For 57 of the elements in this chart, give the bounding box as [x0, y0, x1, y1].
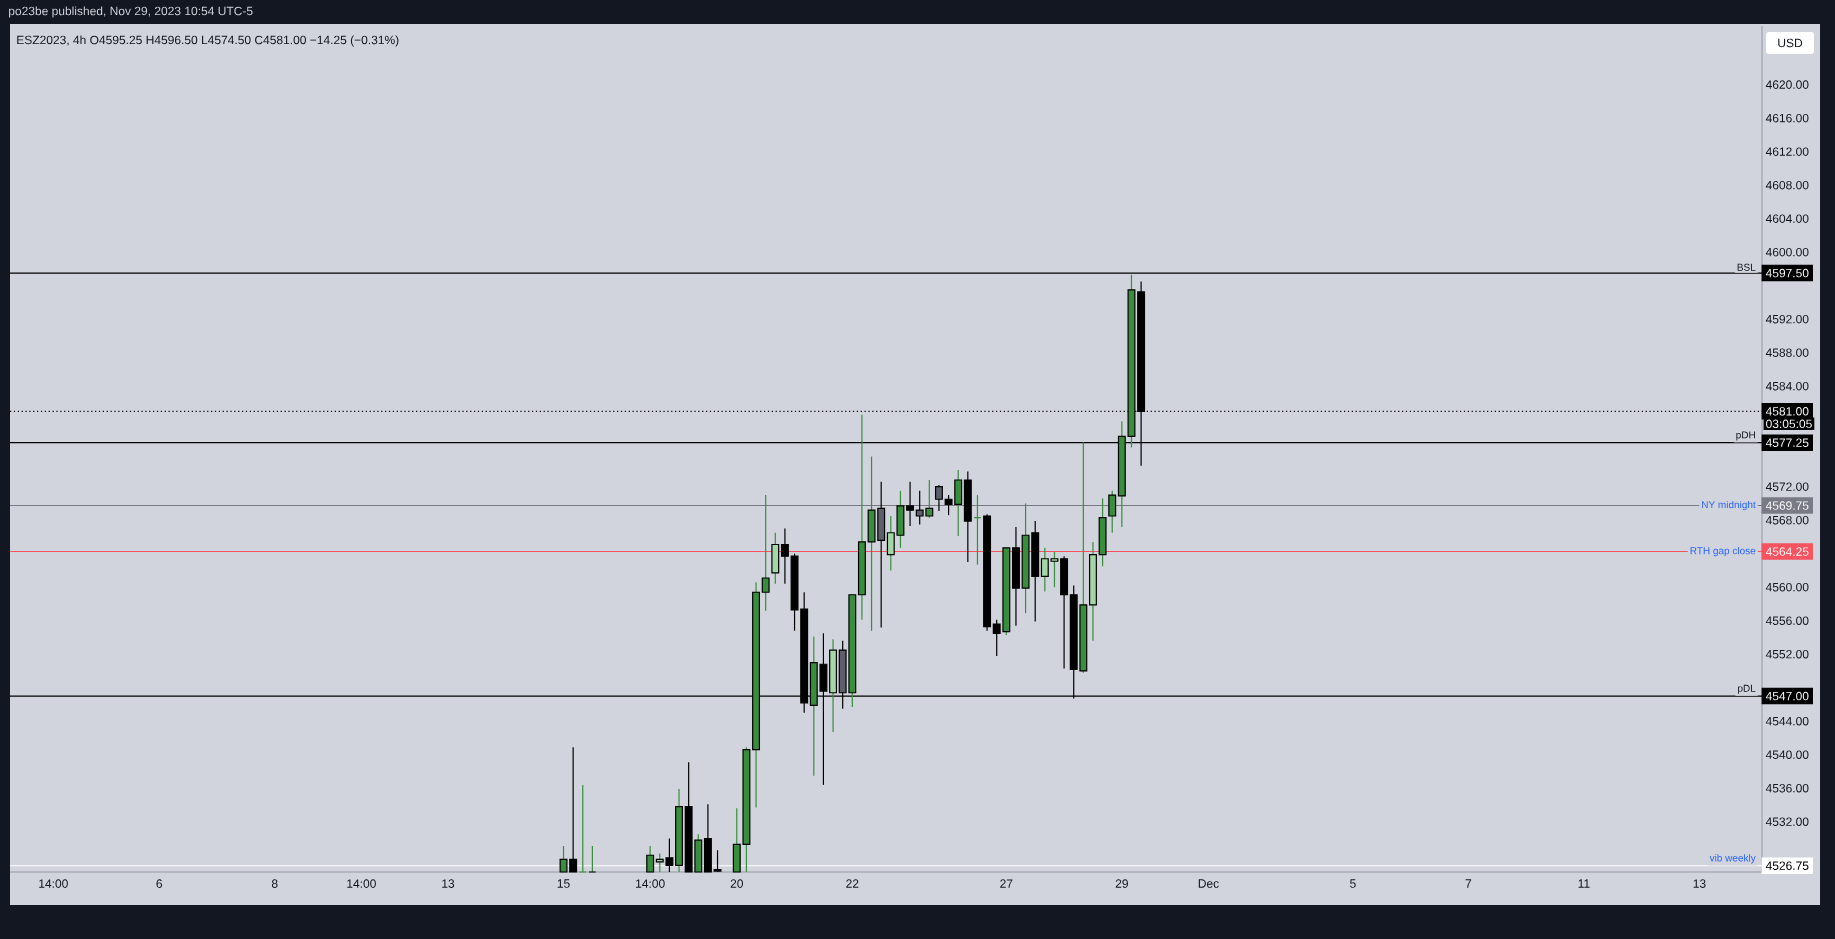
y-tick-label: 4568.00	[1765, 515, 1809, 525]
y-tick-label: 4560.00	[1765, 582, 1809, 592]
ref-line-label: NY midnight	[1702, 500, 1756, 511]
y-tick-label: 4581.00	[1765, 407, 1809, 416]
y-tick-label: 4556.00	[1765, 616, 1809, 625]
y-tick-label: 4616.00	[1765, 113, 1809, 123]
x-tick-label: Dec	[1198, 879, 1219, 888]
x-tick-label: 14:00	[636, 879, 665, 888]
y-tick-label: 4620.00	[1765, 80, 1809, 89]
y-tick-label: 4536.00	[1765, 783, 1809, 793]
candlestick	[934, 484, 943, 512]
text: ESZ2023, 4h O4595.25 H4596.50 L4574.50 C4581.00 −14.25 (−0.31%)	[17, 35, 399, 47]
x-tick-label: 14:00	[39, 879, 68, 888]
ref-line-label: BSL	[1737, 263, 1756, 271]
y-tick-label: 4577.25	[1765, 438, 1809, 447]
y-tick-label: 4597.50	[1765, 268, 1809, 278]
ref-line-label: RTH gap close	[1690, 546, 1756, 557]
y-tick-label: 4564.25	[1765, 547, 1809, 556]
y-tick-label: 4592.00	[1765, 314, 1809, 324]
x-tick-label: 15	[557, 879, 570, 888]
x-tick-label: 11	[1578, 879, 1590, 888]
x-tick-label: 22	[846, 879, 859, 888]
y-tick-label: 4540.00	[1765, 750, 1809, 759]
x-tick-label: 13	[1693, 879, 1706, 888]
y-tick-label: 4584.00	[1765, 381, 1809, 391]
x-tick-label: 5	[1350, 879, 1356, 888]
ref-line-label: pDH	[1736, 431, 1755, 441]
y-tick-label: 4600.00	[1765, 247, 1809, 257]
y-tick-label: 4552.00	[1765, 649, 1809, 659]
y-tick-label: 4608.00	[1765, 180, 1809, 190]
x-tick-label: 29	[1115, 879, 1128, 888]
x-tick-label: 6	[156, 879, 163, 888]
x-tick-label: 20	[730, 879, 743, 888]
candlestick	[780, 527, 789, 585]
candlestick	[1108, 490, 1117, 534]
y-axis-title: USD	[1778, 38, 1803, 48]
candlestick	[646, 845, 655, 873]
x-tick-label: 27	[1000, 879, 1013, 888]
candlestick	[761, 494, 770, 612]
y-tick-label: 4526.75	[1765, 861, 1809, 870]
y-tick-label: 4547.00	[1765, 691, 1809, 701]
ref-line-label: vib weekly	[1709, 854, 1756, 864]
ref-line-label: pDL	[1738, 684, 1756, 694]
y-tick-label: 4572.00	[1765, 482, 1809, 491]
y-tick-label: 4612.00	[1765, 147, 1809, 156]
candlestick	[906, 481, 915, 527]
y-tick-label: 4604.00	[1765, 214, 1809, 223]
x-tick-label: 13	[442, 879, 455, 888]
x-tick-label: 8	[271, 879, 278, 888]
y-tick-label: 4532.00	[1765, 817, 1809, 826]
y-tick-label: 4588.00	[1765, 348, 1809, 357]
x-tick-label: 14:00	[347, 879, 376, 888]
text: 03:05:05	[1766, 419, 1812, 429]
x-tick-label: 7	[1465, 879, 1472, 888]
y-tick-label: 4544.00	[1765, 716, 1809, 726]
chart-title: po23be published, Nov 29, 2023 10:54 UTC-5	[9, 6, 253, 18]
y-tick-label: 4569.75	[1765, 501, 1809, 510]
